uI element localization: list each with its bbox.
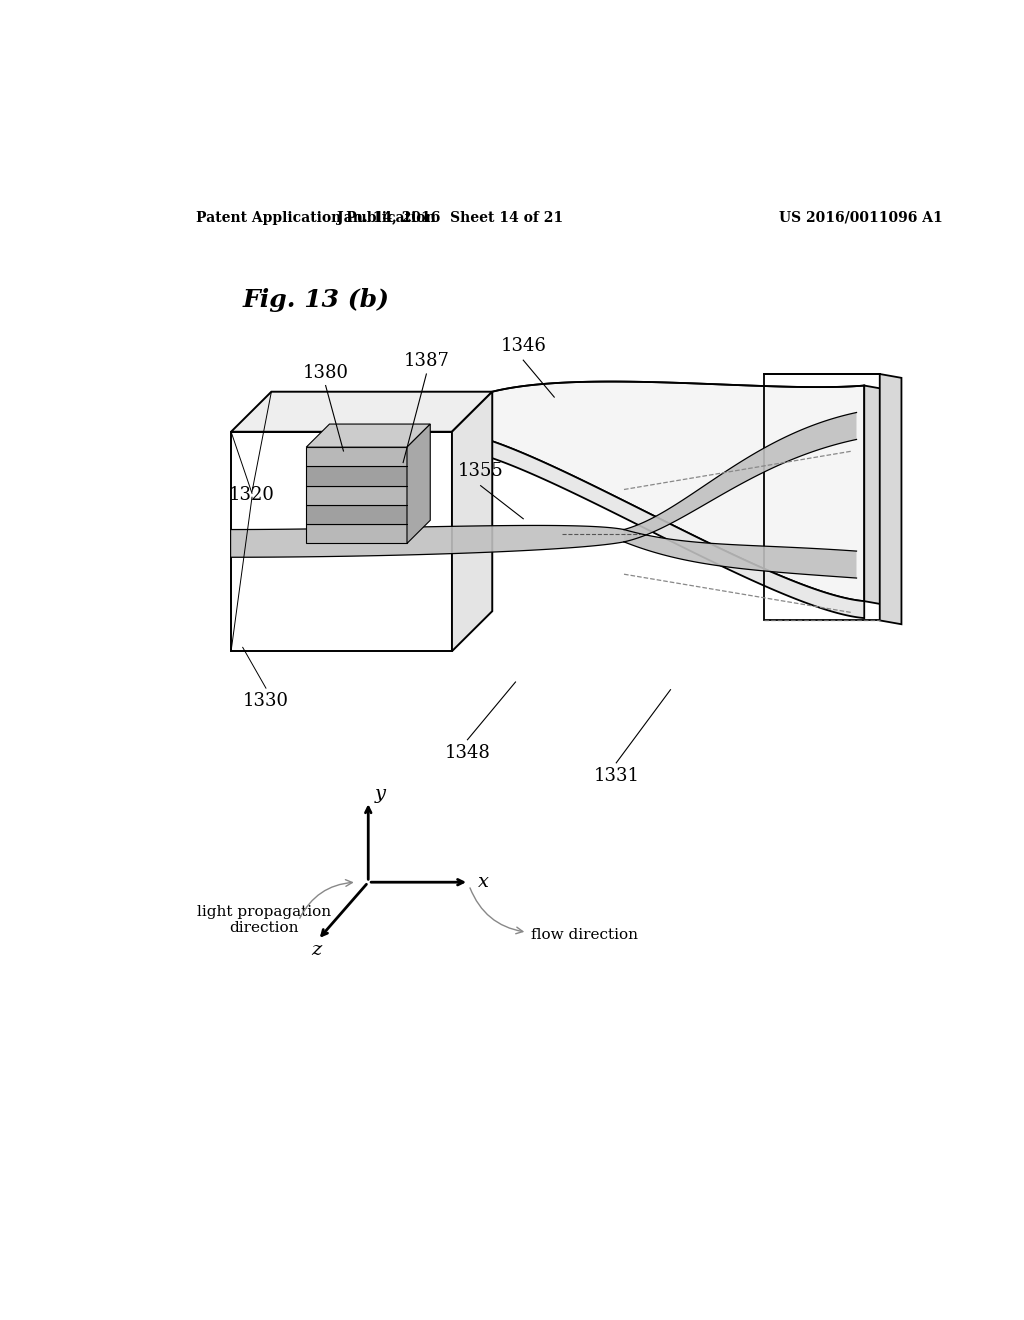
Polygon shape [452, 381, 864, 601]
Polygon shape [624, 412, 856, 543]
Text: US 2016/0011096 A1: US 2016/0011096 A1 [779, 211, 943, 224]
Polygon shape [231, 432, 452, 651]
Text: x: x [478, 874, 489, 891]
Text: 1380: 1380 [303, 364, 348, 381]
Text: light propagation
direction: light propagation direction [197, 906, 331, 936]
Polygon shape [306, 447, 407, 466]
Text: Jan. 14, 2016  Sheet 14 of 21: Jan. 14, 2016 Sheet 14 of 21 [337, 211, 562, 224]
Text: 1355: 1355 [458, 462, 504, 480]
Text: flow direction: flow direction [531, 928, 638, 942]
Text: 1346: 1346 [501, 337, 546, 355]
FancyArrowPatch shape [300, 879, 352, 919]
Polygon shape [880, 374, 901, 624]
Text: Patent Application Publication: Patent Application Publication [197, 211, 436, 224]
Text: y: y [375, 784, 385, 803]
Polygon shape [306, 524, 407, 544]
Text: 1348: 1348 [444, 743, 490, 762]
Polygon shape [452, 392, 493, 651]
Text: 1331: 1331 [593, 767, 639, 784]
Text: 1320: 1320 [229, 486, 274, 504]
Text: z: z [311, 941, 322, 958]
Polygon shape [306, 486, 407, 506]
Polygon shape [452, 432, 864, 618]
Text: Fig. 13 (b): Fig. 13 (b) [243, 288, 390, 312]
Polygon shape [231, 392, 493, 432]
FancyArrowPatch shape [470, 888, 523, 933]
Polygon shape [407, 424, 430, 544]
Polygon shape [864, 385, 886, 605]
Polygon shape [624, 529, 856, 578]
Polygon shape [306, 466, 407, 486]
Text: 1387: 1387 [403, 352, 450, 370]
Polygon shape [231, 525, 624, 557]
Text: 1330: 1330 [243, 692, 289, 710]
Polygon shape [306, 506, 407, 524]
Polygon shape [306, 424, 430, 447]
